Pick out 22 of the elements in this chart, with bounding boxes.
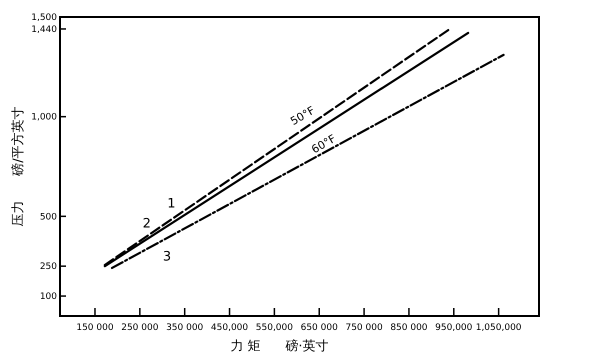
x-tick-label: 450,000 xyxy=(210,323,248,333)
x-tick-label: 1,050,000 xyxy=(476,323,522,333)
y-tick-label: 500 xyxy=(40,212,58,222)
y-tick-label: 1,500 xyxy=(31,13,58,23)
y-tick-label: 1,000 xyxy=(31,112,58,123)
series-label: 2 xyxy=(142,216,151,232)
x-tick-label: 750 000 xyxy=(345,323,383,333)
x-tick-label: 350 000 xyxy=(166,323,204,333)
y-tick-label: 1,440 xyxy=(31,24,58,35)
x-tick-label: 250 000 xyxy=(121,323,159,333)
x-tick-label: 950,000 xyxy=(435,323,473,333)
x-tick-label: 150 000 xyxy=(76,323,114,333)
x-tick-label: 550,000 xyxy=(256,323,294,333)
x-tick-label: 650 000 xyxy=(300,323,338,333)
annotation: 60°F xyxy=(309,132,338,156)
series-label: 3 xyxy=(162,249,172,264)
series-label: 1 xyxy=(167,196,176,212)
x-tick-label: 850 000 xyxy=(390,323,428,333)
y-axis-title: 压力 磅/平方英寸 xyxy=(10,106,26,227)
x-axis-title: 力 矩 磅·英寸 xyxy=(230,339,329,354)
y-tick-label: 250 xyxy=(40,262,58,272)
y-tick-label: 100 xyxy=(40,292,58,302)
